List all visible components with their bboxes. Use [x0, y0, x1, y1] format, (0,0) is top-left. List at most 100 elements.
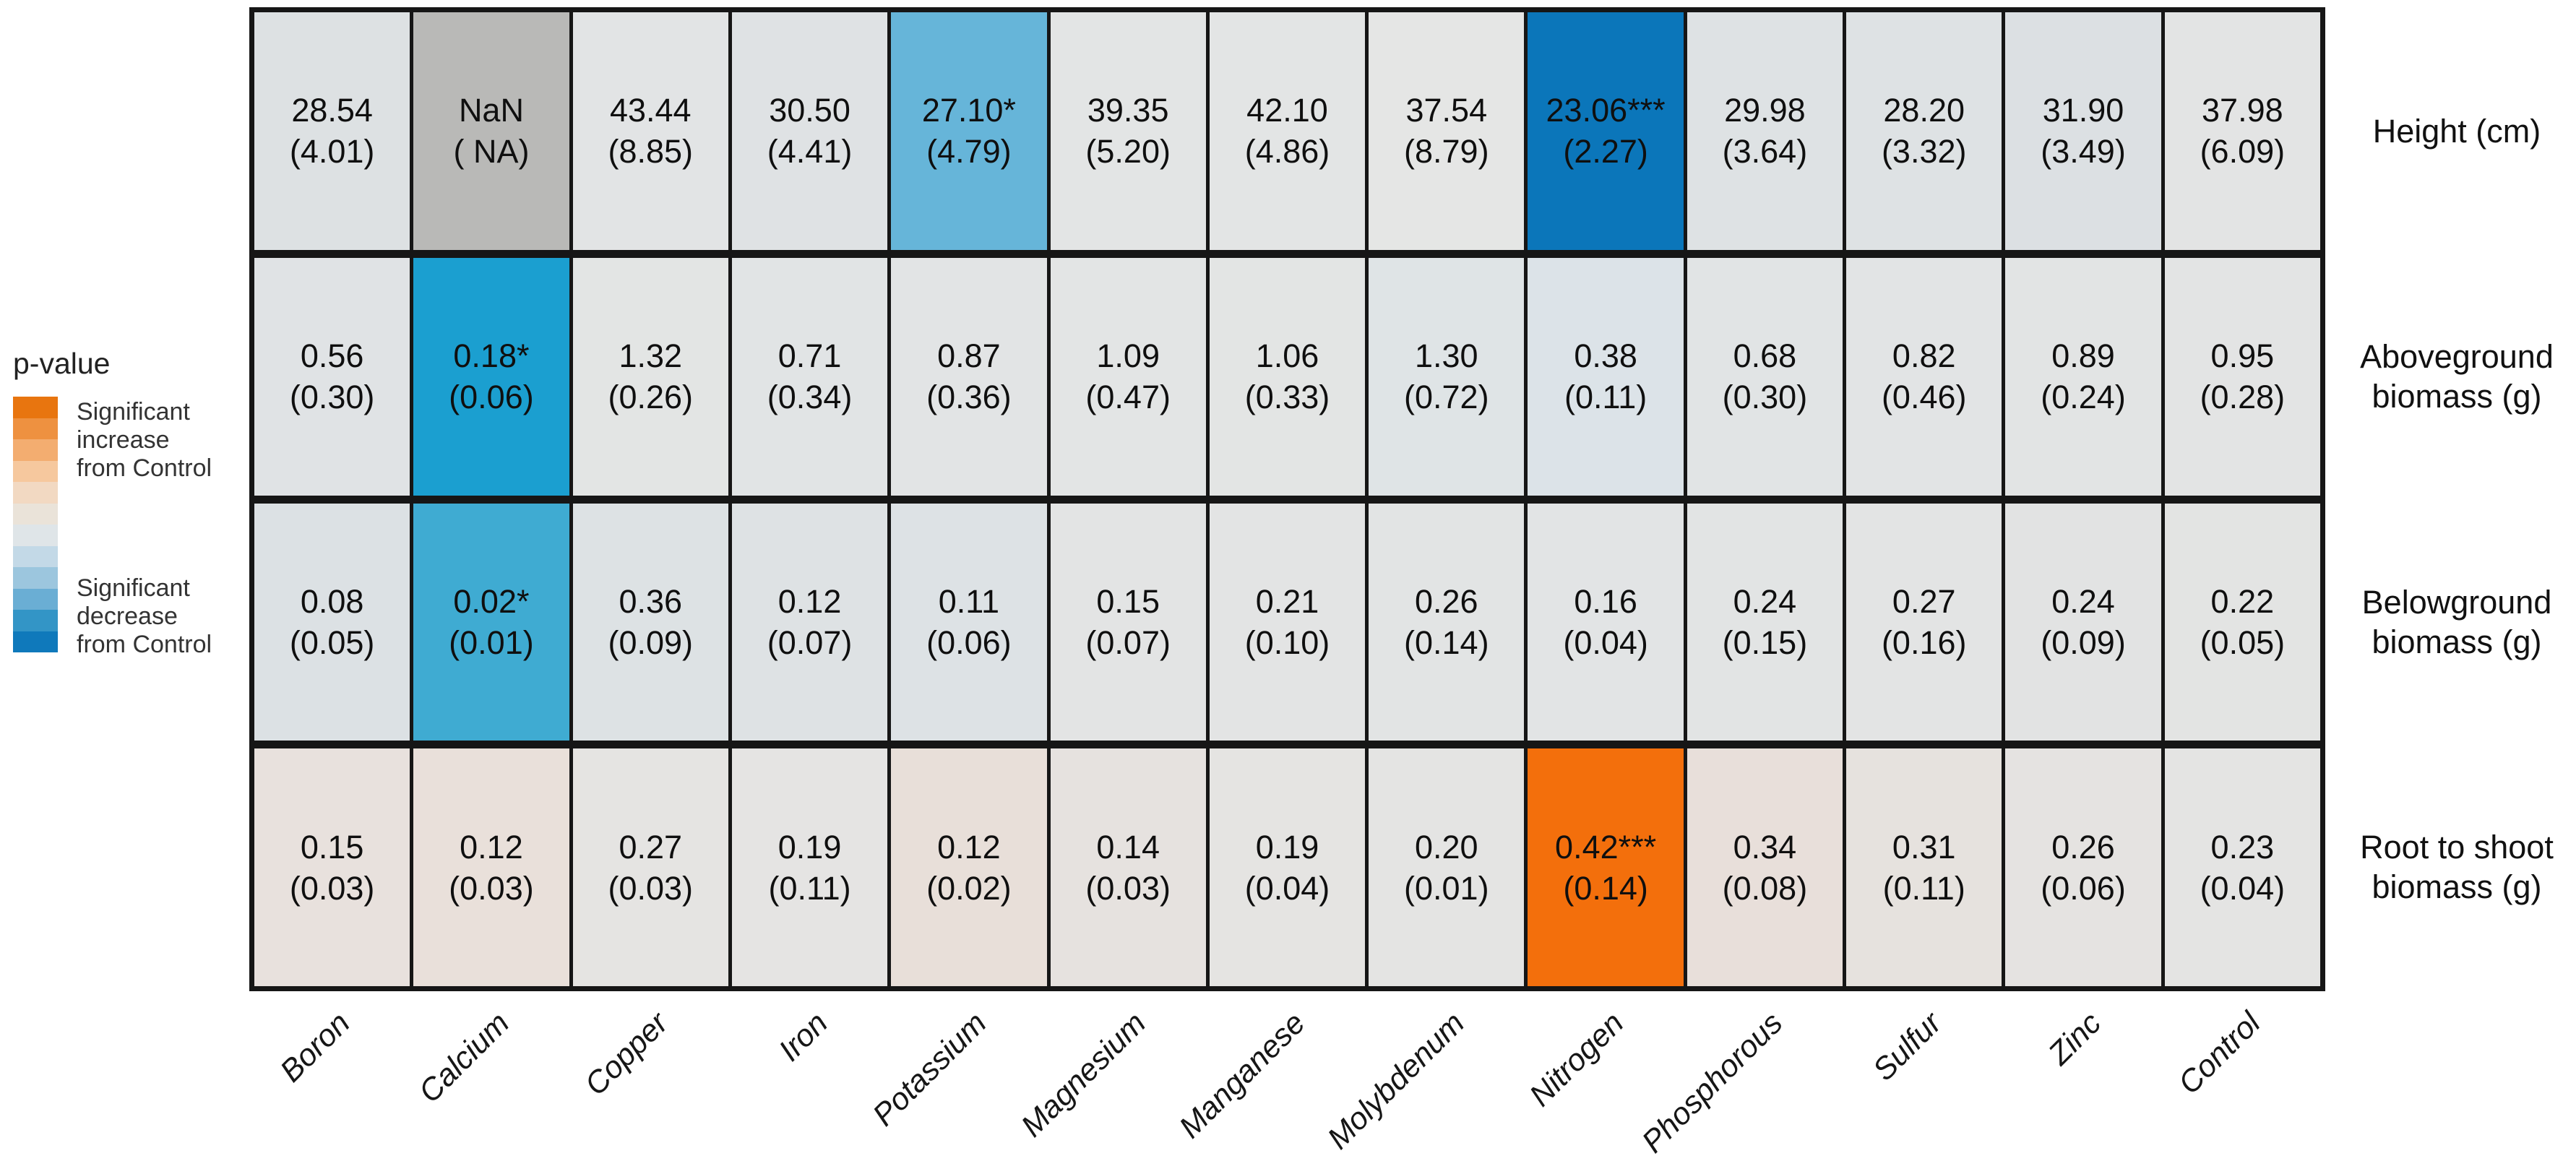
- legend-color-step: [13, 610, 58, 631]
- cell-se: (0.16): [1881, 623, 1967, 661]
- cell-value: 0.18*: [453, 337, 530, 375]
- x-axis-label: Nitrogen: [1522, 1006, 1631, 1113]
- legend-color-step: [13, 503, 58, 525]
- heatmap-cell: 1.30 (0.72): [1369, 257, 1525, 496]
- heatmap-cell: 0.14 (0.03): [1050, 748, 1206, 986]
- heatmap-cell: 0.71 (0.34): [731, 257, 888, 496]
- cell-value: 0.26: [1415, 582, 1478, 620]
- heatmap-cell: 1.32 (0.26): [572, 257, 728, 496]
- cell-se: (0.04): [2200, 869, 2286, 907]
- row-label: Height (cm): [2372, 112, 2541, 150]
- cell-se: (0.24): [2041, 379, 2126, 416]
- cell-value: 0.11: [938, 582, 999, 620]
- heatmap-cell: 1.06 (0.33): [1209, 257, 1366, 496]
- cell-se: (8.79): [1404, 133, 1489, 171]
- cell-se: (0.03): [608, 869, 694, 907]
- legend-decrease-label: Significant decrease from Control: [77, 574, 212, 658]
- cell-value: 37.98: [2202, 92, 2283, 129]
- cell-se: (0.72): [1404, 379, 1489, 416]
- cell-se: (2.27): [1563, 133, 1648, 171]
- cell-se: (0.04): [1244, 869, 1330, 907]
- cell-se: (0.01): [449, 623, 534, 661]
- cell-se: (4.79): [926, 133, 1012, 171]
- cell-se: (0.36): [926, 379, 1012, 416]
- cell-se: (8.85): [608, 133, 694, 171]
- cell-value: 0.16: [1574, 582, 1637, 620]
- cell-se: (0.03): [449, 869, 534, 907]
- cell-value: 0.89: [2051, 337, 2115, 375]
- cell-se: (0.08): [1722, 869, 1808, 907]
- cell-value: 0.27: [1892, 582, 1956, 620]
- heatmap-cell: 0.12 (0.07): [731, 503, 888, 741]
- x-axis-label: Calcium: [412, 1006, 516, 1110]
- cell-value: 1.09: [1096, 337, 1160, 375]
- cell-se: (0.10): [1244, 623, 1330, 661]
- x-axis-label: Phosphorous: [1635, 1006, 1790, 1160]
- x-axis-label: Sulfur: [1866, 1006, 1949, 1088]
- x-axis-label: Magnesium: [1015, 1006, 1153, 1144]
- cell-value: 0.14: [1096, 828, 1160, 866]
- heatmap-cell: 0.16 (0.04): [1528, 503, 1684, 741]
- heatmap-cell: 0.26 (0.06): [2005, 748, 2161, 986]
- heatmap-cell: 0.24 (0.15): [1687, 503, 1843, 741]
- heatmap-cell: 37.54 (8.79): [1369, 12, 1525, 250]
- cell-value: 0.36: [619, 582, 683, 620]
- heatmap-cell: 0.89 (0.24): [2005, 257, 2161, 496]
- cell-value: 0.38: [1574, 337, 1637, 375]
- cell-value: 30.50: [769, 92, 850, 129]
- cell-value: 0.12: [937, 828, 1001, 866]
- cell-se: (0.11): [768, 869, 851, 907]
- cell-se: (0.30): [289, 379, 375, 416]
- row-label: Aboveground biomass (g): [2360, 338, 2554, 415]
- cell-value: 0.12: [460, 828, 523, 866]
- heatmap-cell: 28.20 (3.32): [1846, 12, 2002, 250]
- x-axis-label: Zinc: [2041, 1006, 2108, 1072]
- row-label: Belowground biomass (g): [2361, 584, 2552, 660]
- heatmap-cell: 0.42*** (0.14): [1528, 748, 1684, 986]
- legend-color-step: [13, 482, 58, 504]
- legend-color-step: [13, 588, 58, 610]
- cell-se: (0.07): [767, 623, 853, 661]
- cell-se: (0.14): [1563, 869, 1648, 907]
- cell-value: 0.26: [2051, 828, 2115, 866]
- cell-se: (0.02): [926, 869, 1012, 907]
- heatmap-cell: 0.82 (0.46): [1846, 257, 2002, 496]
- legend-body: Significant increase from Control Signif…: [13, 397, 251, 658]
- heatmap-cell: 43.44 (8.85): [572, 12, 728, 250]
- cell-value: 1.30: [1415, 337, 1478, 375]
- cell-value: 0.71: [777, 337, 842, 375]
- cell-se: (0.30): [1722, 379, 1808, 416]
- heatmap-cell: 0.38 (0.11): [1528, 257, 1684, 496]
- heatmap-cell: 0.22 (0.05): [2164, 503, 2320, 741]
- cell-se: (0.34): [767, 379, 853, 416]
- cell-value: 0.19: [1255, 828, 1319, 866]
- cell-value: 0.27: [619, 828, 683, 866]
- cell-value: 28.54: [291, 92, 373, 129]
- cell-value: 0.12: [777, 582, 842, 620]
- heatmap-cell: 0.95 (0.28): [2164, 257, 2320, 496]
- heatmap-cell: 0.19 (0.11): [731, 748, 888, 986]
- cell-value: 0.15: [1096, 582, 1160, 620]
- heatmap-cell: 31.90 (3.49): [2005, 12, 2161, 250]
- legend-increase-label: Significant increase from Control: [77, 398, 212, 482]
- x-axis-label: Manganese: [1172, 1006, 1312, 1145]
- x-axis-label: Potassium: [866, 1006, 994, 1133]
- legend-color-step: [13, 525, 58, 546]
- legend-color-step: [13, 545, 58, 567]
- cell-se: (4.86): [1244, 133, 1330, 171]
- heatmap-cell: 0.27 (0.16): [1846, 503, 2002, 741]
- cell-se: (0.15): [1722, 623, 1808, 661]
- row-label: Root to shoot biomass (g): [2360, 829, 2554, 905]
- heatmap-cell: 23.06*** (2.27): [1528, 12, 1684, 250]
- cell-se: (0.05): [289, 623, 375, 661]
- heatmap-cell: 0.56 (0.30): [254, 257, 410, 496]
- cell-value: 0.31: [1892, 828, 1956, 866]
- cell-value: 29.98: [1724, 92, 1806, 129]
- cell-se: (0.01): [1404, 869, 1489, 907]
- x-axis-label: Boron: [273, 1006, 357, 1089]
- heatmap-cell: 0.19 (0.04): [1209, 748, 1366, 986]
- cell-se: (3.64): [1722, 133, 1808, 171]
- cell-value: 31.90: [2042, 92, 2124, 129]
- heatmap-cell: 0.68 (0.30): [1687, 257, 1843, 496]
- cell-value: 0.20: [1415, 828, 1478, 866]
